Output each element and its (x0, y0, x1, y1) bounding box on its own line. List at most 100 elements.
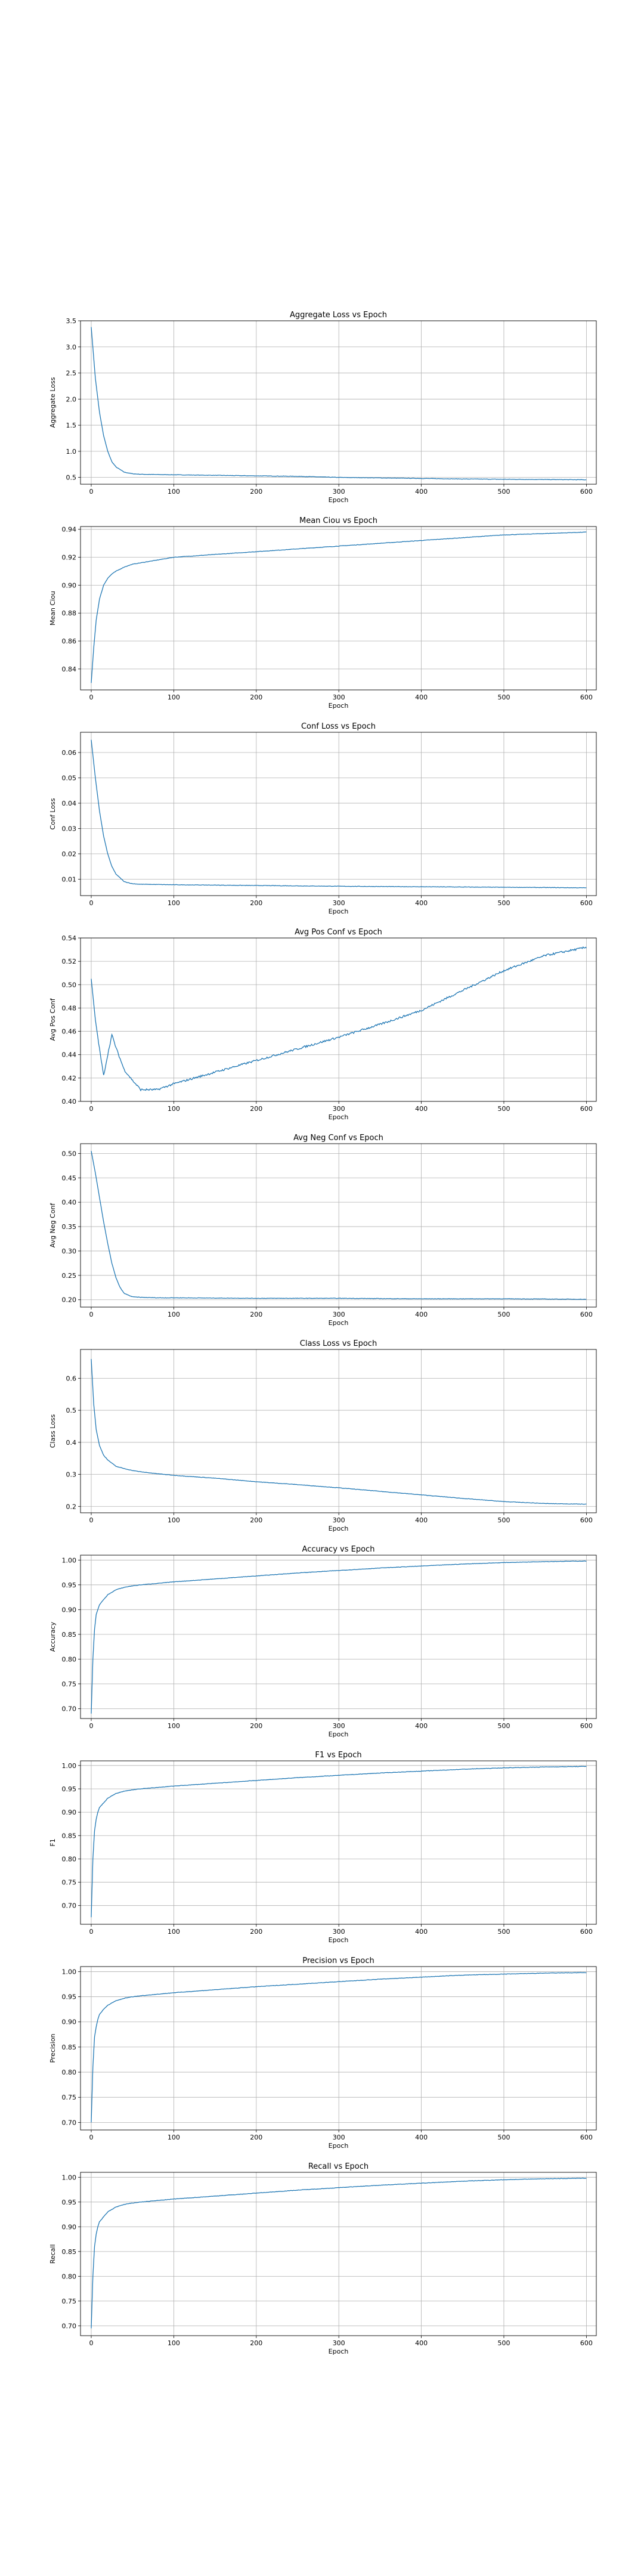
x-tick-label: 200 (250, 1722, 262, 1730)
y-tick-label: 0.84 (62, 665, 77, 673)
y-tick-label: 0.04 (62, 800, 77, 807)
plot-area (80, 1967, 596, 2130)
axes-frame (80, 1349, 597, 1513)
y-tick-label: 0.75 (62, 1879, 77, 1887)
y-tick-label: 0.80 (62, 2272, 77, 2280)
y-tick-label: 1.0 (66, 448, 77, 456)
plot-area (80, 527, 596, 690)
chart-title: Precision vs Epoch (302, 1956, 374, 1965)
plot-area (80, 732, 596, 896)
y-tick-label: 0.42 (62, 1075, 77, 1082)
axes-frame (80, 1555, 597, 1719)
x-tick-label: 600 (580, 2134, 593, 2141)
x-tick-label: 200 (250, 1928, 262, 1936)
y-tick-label: 0.85 (62, 2044, 77, 2051)
x-tick-label: 0 (89, 1105, 93, 1113)
y-tick-label: 0.02 (62, 850, 77, 858)
x-tick-label: 400 (415, 1311, 428, 1318)
plot-area (80, 1349, 596, 1513)
x-tick-label: 600 (580, 1311, 593, 1318)
subplot-7: 0 100 200 300 400 500 600 0.70 0.75 0.80 0.85 0.90 0… (0, 1544, 644, 1742)
x-tick-label: 0 (89, 899, 93, 907)
chart-svg: 0 100 200 300 400 500 600 0.70 0.75 0.80 0.85 0.90 0… (49, 1545, 597, 1738)
series-line (91, 1766, 587, 1918)
x-tick-label: 0 (89, 2339, 93, 2347)
y-tick-label: 1.00 (62, 1968, 77, 1976)
chart-title: Conf Loss vs Epoch (301, 722, 376, 731)
x-tick-label: 300 (333, 2339, 345, 2347)
y-tick-label: 0.94 (62, 526, 77, 534)
y-tick-label: 3.5 (66, 317, 77, 325)
y-tick-label: 0.90 (62, 2018, 77, 2026)
x-axis-label: Epoch (329, 496, 349, 504)
x-tick-label: 400 (415, 1105, 428, 1113)
chart-title: Avg Neg Conf vs Epoch (293, 1134, 383, 1143)
subplot-1: 0 100 200 300 400 500 600 0.5 1.0 1.5 2.0 2.5 3.0 3.5… (0, 310, 644, 508)
x-tick-label: 400 (415, 1722, 428, 1730)
subplot-6: 0 100 200 300 400 500 600 0.2 0.3 0.4 0.5 0.6 Class … (0, 1339, 644, 1537)
chart-svg: 0 100 200 300 400 500 600 0.40 0.42 0.44 0.46 0.48 0… (49, 928, 597, 1121)
y-tick-label: 0.46 (62, 1028, 77, 1036)
x-tick-label: 0 (89, 2134, 93, 2141)
x-tick-label: 200 (250, 1105, 262, 1113)
y-axis-label: Avg Neg Conf (49, 1203, 57, 1248)
chart-svg: 0 100 200 300 400 500 600 0.01 0.02 0.03 0.04 0.05 0… (49, 722, 597, 915)
y-tick-label: 0.88 (62, 609, 77, 617)
x-tick-label: 500 (497, 1928, 510, 1936)
plot-area (80, 2172, 596, 2336)
y-tick-label: 2.0 (66, 395, 77, 403)
y-tick-label: 0.5 (66, 1407, 77, 1414)
plot-area (80, 1761, 596, 1924)
x-tick-label: 400 (415, 2134, 428, 2141)
y-tick-label: 0.80 (62, 1855, 77, 1863)
plot-area (80, 1144, 596, 1307)
chart-svg: 0 100 200 300 400 500 600 0.70 0.75 0.80 0.85 0.90 0… (49, 1751, 597, 1944)
x-tick-label: 0 (89, 1722, 93, 1730)
y-axis-label: Avg Pos Conf (49, 998, 57, 1041)
y-tick-label: 0.90 (62, 1606, 77, 1614)
y-tick-label: 0.70 (62, 2119, 77, 2126)
y-tick-label: 0.75 (62, 1680, 77, 1688)
x-axis-label: Epoch (329, 702, 349, 710)
subplot-3: 0 100 200 300 400 500 600 0.01 0.02 0.03 0.04 0.05 0… (0, 722, 644, 919)
y-tick-label: 0.25 (62, 1272, 77, 1280)
x-tick-label: 300 (333, 1105, 345, 1113)
x-tick-label: 400 (415, 1928, 428, 1936)
y-tick-label: 0.40 (62, 1098, 77, 1106)
series-line (91, 327, 587, 481)
x-tick-label: 0 (89, 1928, 93, 1936)
x-tick-label: 300 (333, 693, 345, 701)
axes-frame (80, 2172, 597, 2336)
axes-frame (80, 1143, 597, 1308)
x-axis-label: Epoch (329, 1936, 349, 1944)
chart-title: Recall vs Epoch (308, 2162, 369, 2171)
x-tick-label: 500 (497, 899, 510, 907)
x-tick-label: 500 (497, 488, 510, 496)
plot-area (80, 1555, 596, 1719)
y-tick-label: 3.0 (66, 343, 77, 351)
x-tick-label: 600 (580, 693, 593, 701)
x-tick-label: 300 (333, 2134, 345, 2141)
x-tick-label: 100 (168, 1311, 180, 1318)
chart-svg: 0 100 200 300 400 500 600 0.70 0.75 0.80 0.85 0.90 0… (49, 2162, 597, 2355)
x-tick-label: 200 (250, 488, 262, 496)
y-tick-label: 0.52 (62, 958, 77, 965)
x-tick-label: 400 (415, 693, 428, 701)
x-tick-label: 200 (250, 693, 262, 701)
x-tick-label: 100 (168, 1722, 180, 1730)
y-tick-label: 0.80 (62, 1655, 77, 1663)
y-tick-label: 1.00 (62, 2174, 77, 2181)
plot-area (80, 321, 596, 484)
x-tick-label: 0 (89, 693, 93, 701)
x-tick-label: 600 (580, 2339, 593, 2347)
y-tick-label: 0.06 (62, 749, 77, 757)
y-tick-label: 0.95 (62, 1993, 77, 2001)
subplot-9: 0 100 200 300 400 500 600 0.70 0.75 0.80 0.85 0.90 0… (0, 1956, 644, 2154)
chart-title: Aggregate Loss vs Epoch (290, 311, 387, 320)
y-tick-label: 0.95 (62, 2199, 77, 2206)
y-tick-label: 0.90 (62, 1809, 77, 1816)
x-tick-label: 600 (580, 1105, 593, 1113)
x-tick-label: 400 (415, 899, 428, 907)
y-tick-label: 0.6 (66, 1374, 77, 1382)
subplot-10: 0 100 200 300 400 500 600 0.70 0.75 0.80 0.85 0.90 0… (0, 2162, 644, 2360)
